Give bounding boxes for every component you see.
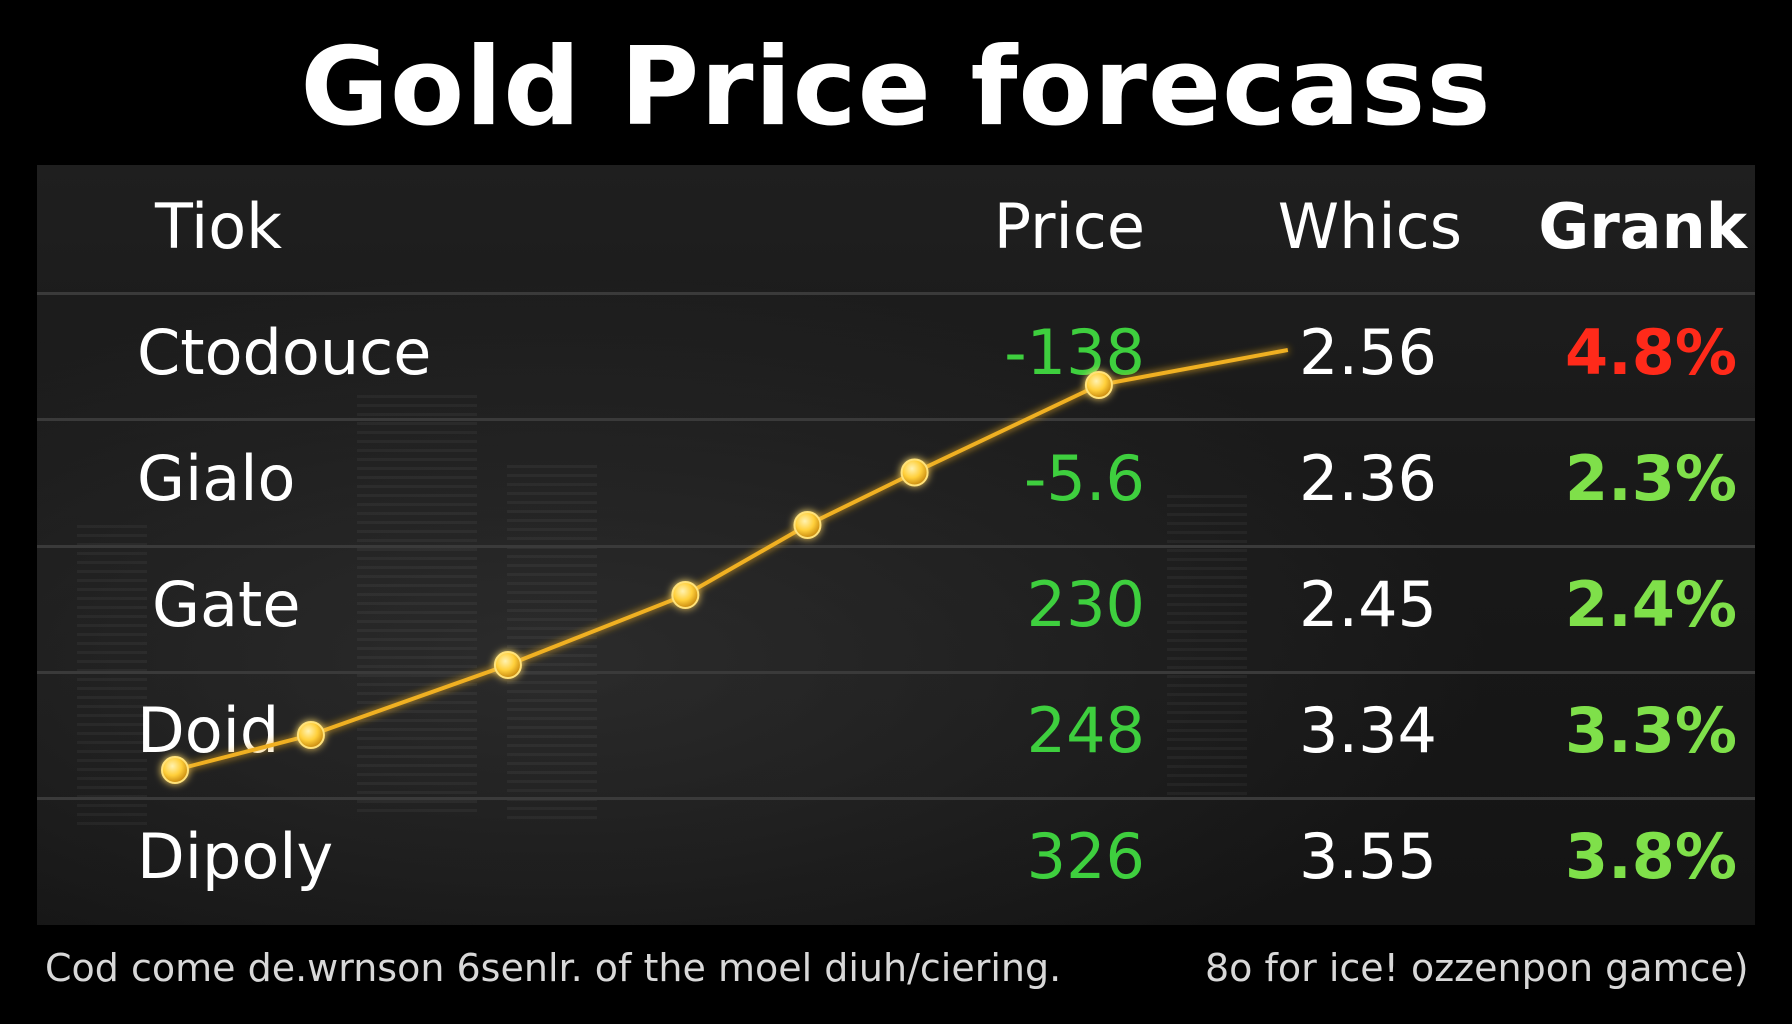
series-line [174,348,1289,772]
row-divider [37,292,1755,295]
row-price: -138 [1004,316,1145,389]
data-point [671,581,700,609]
data-point [493,651,522,679]
footer-caption-left: Cod come de.wrnson 6senlr. of the moel d… [45,946,1062,990]
row-name: Doid [137,694,280,767]
data-point [161,756,189,784]
header-whics: Whics [1277,190,1462,263]
data-point [793,511,822,539]
row-price: 248 [1026,694,1145,767]
header-grank: Grank [1538,190,1747,263]
row-name: Gate [152,568,301,641]
data-point [1084,371,1113,399]
row-grank: 3.3% [1565,694,1737,767]
chart-title: Gold Price forecass [300,25,1492,150]
row-whics: 3.34 [1298,694,1437,767]
row-divider [37,418,1755,421]
header-tiok: Tiok [155,190,283,263]
row-divider [37,797,1755,800]
background-texture [77,525,147,825]
row-grank: 4.8% [1565,316,1737,389]
row-price: 230 [1026,568,1145,641]
background-texture [357,395,477,815]
header-price: Price [993,190,1145,263]
row-grank: 3.8% [1565,820,1737,893]
data-point [900,458,929,487]
gold-line-chart [161,348,1289,784]
forecast-panel: Tiok Price Whics Grank Ctodouce -138 2.5… [37,165,1755,925]
row-name: Gialo [137,442,296,515]
row-divider [37,671,1755,674]
background-texture [507,465,597,825]
row-name: Dipoly [137,820,334,893]
row-grank: 2.3% [1565,442,1737,515]
row-whics: 2.36 [1298,442,1437,515]
row-whics: 2.45 [1298,568,1437,641]
row-name: Ctodouce [137,316,432,389]
row-whics: 2.56 [1298,316,1437,389]
row-whics: 3.55 [1298,820,1437,893]
row-price: -5.6 [1024,442,1145,515]
row-divider [37,545,1755,548]
footer-caption-right: 8o for ice! ozzenpon gamce) [1205,946,1749,990]
row-price: 326 [1026,820,1145,893]
data-point [296,721,325,749]
row-grank: 2.4% [1565,568,1737,641]
